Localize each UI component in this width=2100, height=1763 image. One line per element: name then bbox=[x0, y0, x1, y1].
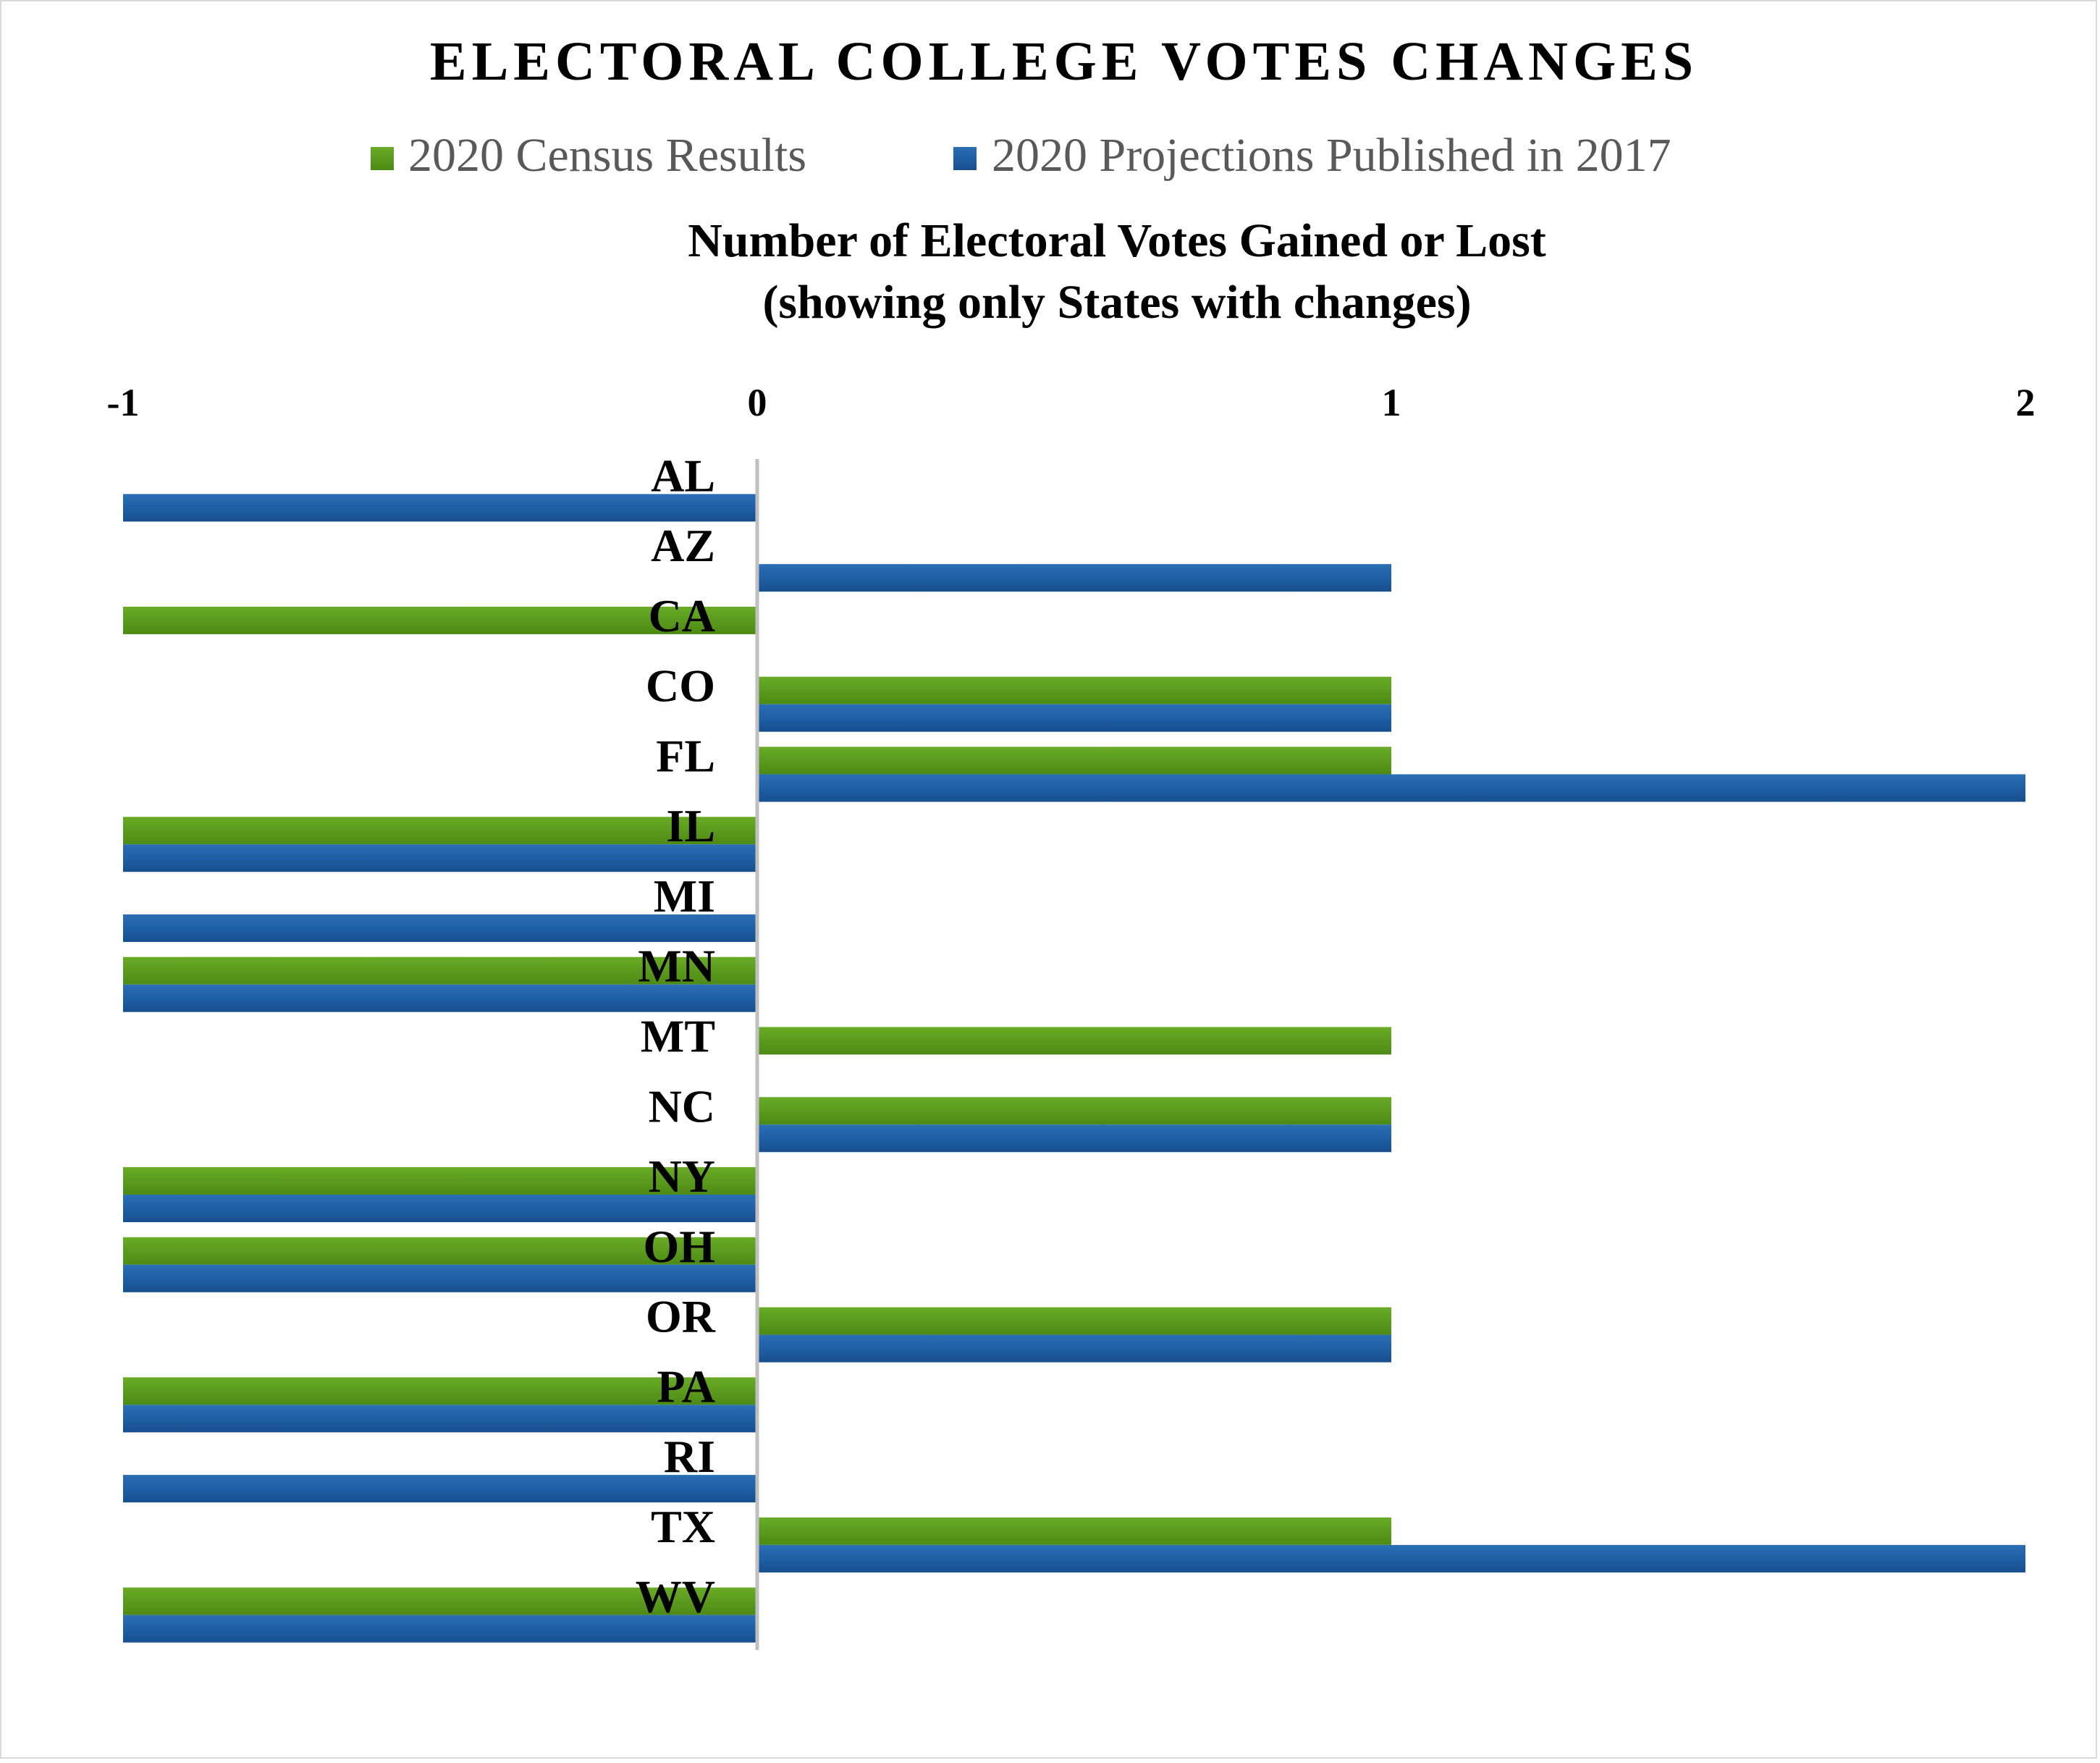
bar-nc-census bbox=[757, 1097, 1391, 1125]
chart-title: ELECTORAL COLLEGE VOTES CHANGES bbox=[430, 31, 1698, 92]
bars bbox=[123, 494, 2025, 1643]
x-tick-label: 0 bbox=[748, 381, 767, 424]
chart-subtitle-line-1: Number of Electoral Votes Gained or Lost bbox=[688, 214, 1546, 267]
category-labels: AL AZ CA CO FL IL MI MN MT NC NY OH OR PA RI TX WV bbox=[636, 450, 716, 1622]
category-label-al: AL bbox=[651, 450, 715, 501]
category-label-co: CO bbox=[646, 660, 715, 712]
bar-ny-census bbox=[123, 1167, 757, 1195]
bar-fl-census bbox=[757, 746, 1391, 775]
bar-il-census bbox=[123, 817, 757, 845]
category-label-oh: OH bbox=[643, 1221, 715, 1272]
bar-oh-census bbox=[123, 1237, 757, 1265]
legend-label-projections: 2020 Projections Published in 2017 bbox=[992, 129, 1671, 182]
bar-tx-projections bbox=[757, 1544, 2025, 1573]
bar-tx-census bbox=[757, 1517, 1391, 1545]
bar-ny-projections bbox=[123, 1195, 757, 1223]
bar-az-projections bbox=[757, 564, 1391, 592]
category-label-mn: MN bbox=[638, 941, 715, 992]
category-label-or: OR bbox=[646, 1291, 716, 1342]
bar-mt-census bbox=[757, 1027, 1391, 1055]
bar-co-census bbox=[757, 676, 1391, 704]
bar-mn-projections bbox=[123, 984, 757, 1012]
bar-oh-projections bbox=[123, 1264, 757, 1292]
legend-label-census: 2020 Census Results bbox=[408, 129, 806, 182]
category-label-il: IL bbox=[666, 800, 715, 851]
x-tick-label: -1 bbox=[107, 381, 140, 424]
x-tick-label: 2 bbox=[2016, 381, 2036, 424]
bar-or-census bbox=[757, 1307, 1391, 1335]
chart-subtitle-line-2: (showing only States with changes) bbox=[762, 276, 1471, 329]
category-label-mi: MI bbox=[654, 870, 715, 922]
x-axis-ticks: -1 0 1 2 bbox=[107, 381, 2036, 424]
bar-or-projections bbox=[757, 1334, 1391, 1363]
category-label-wv: WV bbox=[636, 1571, 715, 1623]
bar-al-projections bbox=[123, 494, 757, 522]
category-label-nc: NC bbox=[649, 1080, 715, 1132]
bar-co-projections bbox=[757, 704, 1391, 732]
bar-mi-projections bbox=[123, 914, 757, 942]
category-label-mt: MT bbox=[641, 1011, 715, 1062]
legend-swatch-census bbox=[371, 147, 394, 170]
legend-swatch-projections bbox=[953, 147, 977, 170]
x-tick-label: 1 bbox=[1382, 381, 1401, 424]
bar-ri-projections bbox=[123, 1475, 757, 1503]
bar-il-projections bbox=[123, 844, 757, 872]
category-label-ny: NY bbox=[649, 1150, 715, 1202]
bar-pa-census bbox=[123, 1377, 757, 1405]
bar-wv-census bbox=[123, 1587, 757, 1615]
bar-ca-census bbox=[123, 606, 757, 634]
category-label-ca: CA bbox=[649, 590, 715, 641]
category-label-ri: RI bbox=[664, 1431, 715, 1482]
bar-fl-projections bbox=[757, 774, 2025, 802]
legend: 2020 Census Results 2020 Projections Pub… bbox=[371, 129, 1671, 182]
bar-pa-projections bbox=[123, 1405, 757, 1433]
category-label-az: AZ bbox=[651, 520, 715, 571]
bar-wv-projections bbox=[123, 1615, 757, 1643]
bar-mn-census bbox=[123, 956, 757, 985]
bar-nc-projections bbox=[757, 1124, 1391, 1153]
category-label-fl: FL bbox=[656, 730, 715, 781]
category-label-tx: TX bbox=[651, 1501, 715, 1552]
category-label-pa: PA bbox=[657, 1360, 715, 1412]
